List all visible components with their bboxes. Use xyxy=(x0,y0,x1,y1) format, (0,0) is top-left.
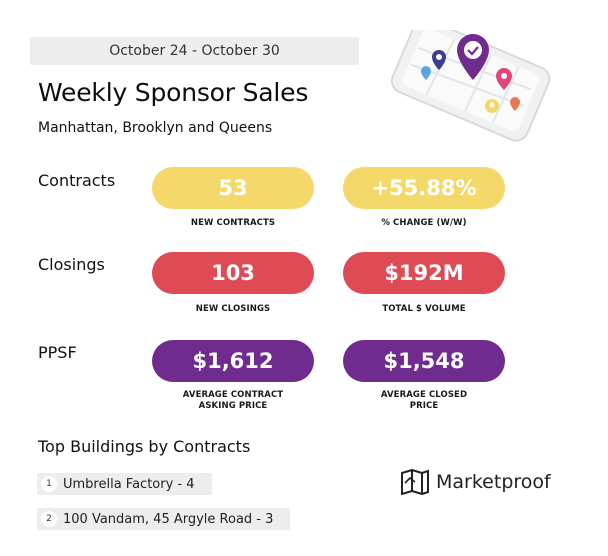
avg-closed-price-value: $1,548 xyxy=(343,340,505,382)
building-label: Umbrella Factory - 4 xyxy=(63,476,195,492)
list-item: 1 Umbrella Factory - 4 xyxy=(37,473,212,495)
change-caption: % CHANGE (W/W) xyxy=(381,218,467,228)
light-blue-pin-icon xyxy=(421,66,431,80)
closings-label: Closings xyxy=(38,255,105,274)
rank-badge: 2 xyxy=(41,511,57,527)
new-closings-caption: NEW CLOSINGS xyxy=(195,304,271,314)
page-title: Weekly Sponsor Sales xyxy=(38,78,309,107)
volume-caption: TOTAL $ VOLUME xyxy=(382,304,466,314)
avg-contract-price-value: $1,612 xyxy=(152,340,314,382)
ppsf-label: PPSF xyxy=(38,343,77,362)
date-range-bar: October 24 - October 30 xyxy=(30,37,359,65)
phone-map-pins-icon xyxy=(390,30,551,142)
avg-contract-caption-line2: ASKING PRICE xyxy=(198,401,268,411)
date-range-text: October 24 - October 30 xyxy=(109,43,280,59)
building-label: 100 Vandam, 45 Argyle Road - 3 xyxy=(63,511,274,527)
yellow-pin-icon xyxy=(485,99,499,113)
volume-value: $192M xyxy=(343,252,505,294)
page-subtitle: Manhattan, Brooklyn and Queens xyxy=(38,120,273,136)
orange-pin-icon xyxy=(510,97,520,111)
blue-pin-icon xyxy=(432,50,446,70)
pink-pin-icon xyxy=(496,68,512,90)
rank-badge: 1 xyxy=(41,476,57,492)
change-value: +55.88% xyxy=(343,167,505,209)
avg-contract-caption-line1: AVERAGE CONTRACT xyxy=(182,390,284,400)
avg-closed-caption-line1: AVERAGE CLOSED xyxy=(380,390,468,400)
brand-logo: Marketproof xyxy=(400,469,551,495)
brand-name: Marketproof xyxy=(436,471,551,493)
purple-pin-icon xyxy=(457,34,489,80)
top-buildings-title: Top Buildings by Contracts xyxy=(38,437,251,456)
list-item: 2 100 Vandam, 45 Argyle Road - 3 xyxy=(37,508,290,530)
new-contracts-value: 53 xyxy=(152,167,314,209)
new-contracts-caption: NEW CONTRACTS xyxy=(190,218,276,228)
new-closings-value: 103 xyxy=(152,252,314,294)
avg-contract-price-caption: AVERAGE CONTRACT ASKING PRICE xyxy=(152,390,314,412)
avg-closed-caption-line2: PRICE xyxy=(409,401,439,411)
contracts-label: Contracts xyxy=(38,171,116,190)
marketproof-logo-icon xyxy=(401,469,429,495)
avg-closed-price-caption: AVERAGE CLOSED PRICE xyxy=(343,390,505,412)
